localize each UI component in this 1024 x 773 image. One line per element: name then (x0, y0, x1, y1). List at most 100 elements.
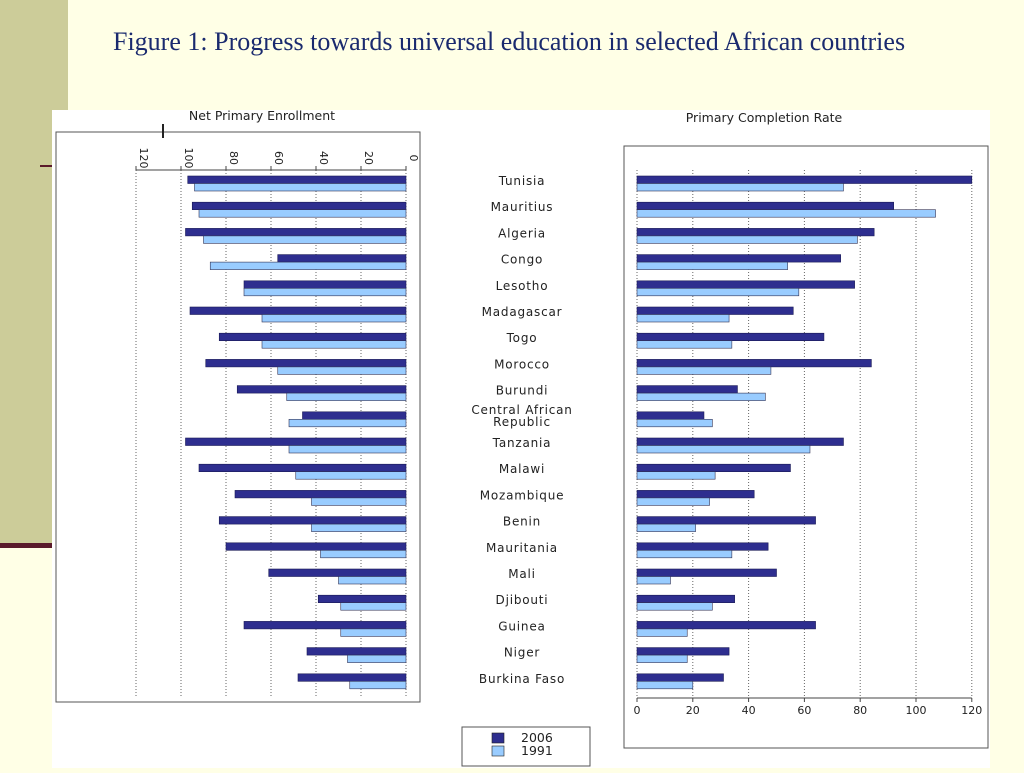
left-bar-2006 (317, 594, 407, 604)
right-bar-1991 (636, 497, 710, 506)
left-bar-1991 (340, 628, 407, 637)
left-bar-1991 (286, 392, 407, 401)
country-label: Mozambique (480, 488, 565, 502)
right-bar-1991 (636, 314, 730, 323)
left-bar-2006 (297, 673, 407, 682)
right-bar-1991 (636, 576, 671, 585)
slide-title: Figure 1: Progress towards universal edu… (113, 27, 906, 56)
left-bar-1991 (288, 445, 407, 454)
left-bar-1991 (203, 235, 407, 244)
right-bar-2006 (636, 542, 769, 551)
country-label: Morocco (494, 357, 550, 371)
right-bar-1991 (636, 209, 936, 218)
left-bar-2006 (306, 647, 407, 656)
country-label: Burundi (496, 384, 549, 398)
right-bar-2006 (636, 490, 755, 499)
left-tick-label: 60 (272, 151, 285, 165)
left-bar-2006 (277, 254, 407, 263)
country-label: Burkina Faso (479, 672, 565, 686)
left-bar-1991 (288, 418, 407, 428)
country-label: Mauritania (486, 541, 558, 555)
left-bar-1991 (311, 497, 407, 506)
right-bar-2006 (636, 647, 730, 656)
left-bar-2006 (234, 490, 407, 499)
left-bar-1991 (340, 602, 407, 611)
right-bar-2006 (636, 463, 791, 473)
legend-swatch-2006 (491, 732, 505, 744)
country-label: Madagascar (482, 305, 563, 319)
left-bar-1991 (277, 366, 407, 375)
right-bar-2006 (636, 621, 816, 630)
left-bar-1991 (261, 340, 407, 349)
left-bar-1991 (311, 523, 407, 532)
left-bar-1991 (295, 471, 407, 480)
country-label: Malawi (499, 462, 545, 476)
country-label: Benin (503, 515, 541, 529)
left-tick-label: 40 (317, 151, 330, 165)
left-bar-2006 (218, 516, 407, 525)
right-bar-1991 (636, 340, 733, 349)
left-bar-1991 (198, 209, 407, 218)
right-bar-2006 (636, 306, 794, 315)
left-bar-1991 (349, 680, 407, 690)
right-bar-1991 (636, 366, 772, 375)
right-bar-2006 (636, 254, 841, 263)
left-bar-2006 (187, 175, 407, 184)
country-label: Tanzania (492, 436, 552, 450)
right-tick-label: 60 (797, 704, 811, 717)
left-bar-1991 (347, 654, 407, 663)
legend-box (461, 726, 591, 767)
country-label: Djibouti (496, 593, 549, 607)
right-bar-1991 (636, 288, 800, 297)
left-bar-2006 (302, 411, 407, 420)
right-bar-1991 (636, 261, 788, 270)
right-bar-2006 (636, 594, 735, 604)
legend-swatch-1991 (491, 745, 505, 757)
right-bar-1991 (636, 235, 858, 244)
left-bar-2006 (205, 359, 407, 368)
country-label: Mali (508, 567, 536, 581)
right-tick-label: 20 (686, 704, 700, 717)
right-chart-title: Primary Completion Rate (686, 110, 843, 125)
right-tick-label: 120 (961, 704, 982, 717)
left-bar-2006 (185, 437, 407, 446)
right-bar-1991 (636, 549, 733, 559)
left-bar-2006 (268, 568, 407, 577)
right-bar-2006 (636, 280, 855, 289)
right-bar-1991 (636, 392, 766, 401)
left-tick-label: 120 (137, 148, 150, 169)
left-tick-label: 20 (362, 151, 375, 165)
left-bar-2006 (189, 306, 407, 315)
right-bar-2006 (636, 411, 705, 420)
left-bar-1991 (243, 288, 407, 297)
right-bar-1991 (636, 523, 696, 532)
left-bar-2006 (191, 201, 407, 210)
left-bar-1991 (320, 549, 407, 559)
country-label: Central African (471, 403, 572, 417)
left-chart-title: Net Primary Enrollment (189, 110, 335, 123)
country-label: Algeria (498, 226, 546, 240)
right-bar-2006 (636, 385, 738, 394)
right-bar-2006 (636, 201, 894, 210)
country-label: Mauritius (491, 200, 554, 214)
left-tick-label: 100 (182, 148, 195, 169)
right-bar-2006 (636, 228, 875, 237)
left-bar-2006 (185, 228, 407, 237)
right-bar-1991 (636, 680, 694, 690)
right-bar-1991 (636, 654, 688, 663)
country-label: Congo (501, 253, 543, 267)
right-bar-1991 (636, 471, 716, 480)
country-label: Togo (506, 331, 538, 345)
left-bar-1991 (194, 183, 407, 192)
right-bar-1991 (636, 445, 811, 454)
left-bar-2006 (243, 280, 407, 289)
right-bar-2006 (636, 175, 973, 184)
right-bar-1991 (636, 183, 844, 192)
right-bar-2006 (636, 568, 777, 577)
left-bar-2006 (236, 385, 407, 394)
country-label: Guinea (498, 619, 545, 633)
left-bar-1991 (209, 261, 407, 270)
side-accent-tick (40, 165, 54, 167)
left-tick-label: 0 (407, 155, 420, 162)
right-bar-1991 (636, 418, 713, 428)
